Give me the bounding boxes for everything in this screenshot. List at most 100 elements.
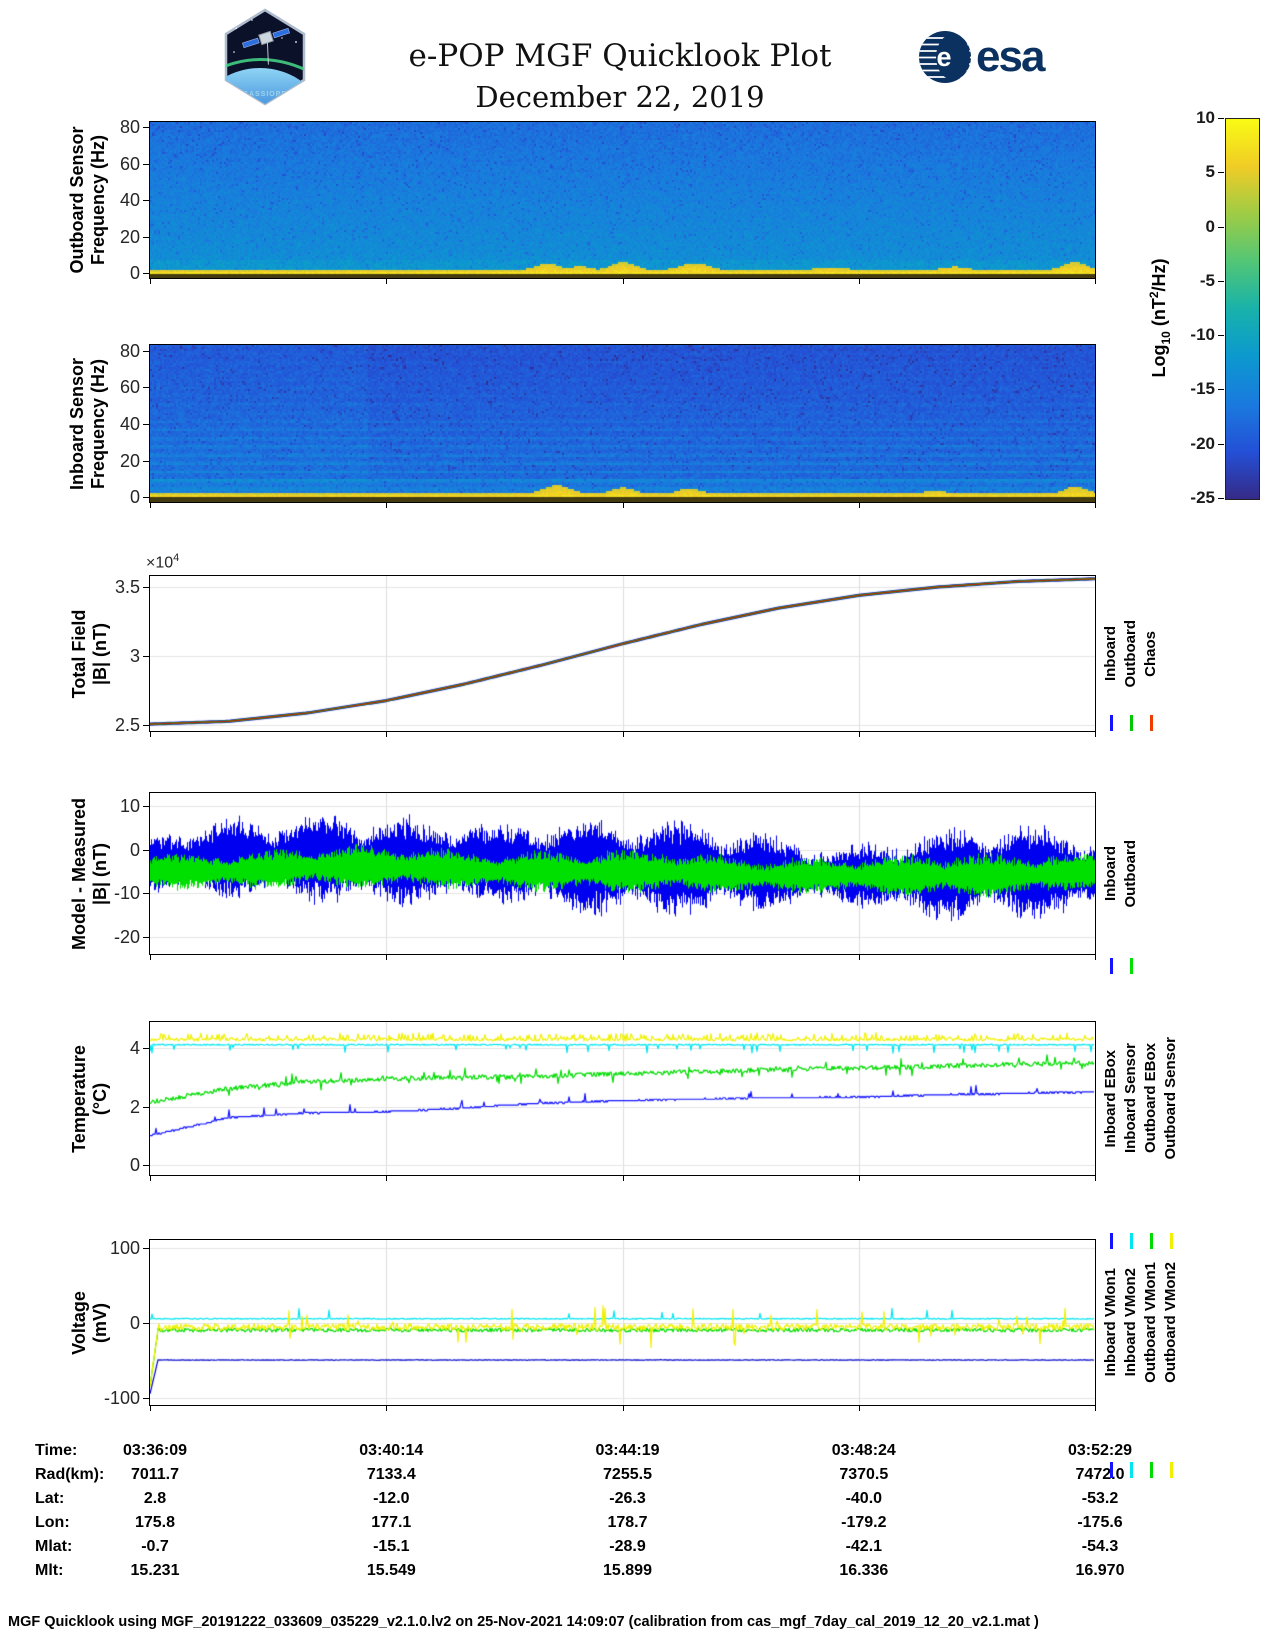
colorbar-tick-label: 0 (1205, 216, 1215, 236)
table-row-label: Mlt: (35, 1562, 64, 1579)
x-tick-mark (623, 502, 624, 508)
x-tick-mark (150, 954, 151, 960)
x-tick-mark (1095, 502, 1096, 508)
y-tick-mark (143, 424, 149, 425)
y-tick-label: 3.5 (114, 577, 140, 598)
chart-canvas-inboard_spectrogram (150, 345, 1095, 502)
plot-area-outboard_spectrogram (149, 121, 1096, 279)
table-cell: -15.1 (373, 1538, 410, 1555)
y-tick-label: 20 (119, 226, 140, 247)
table-cell: 177.1 (371, 1514, 412, 1531)
legend-label: Inboard EBox (1102, 1049, 1119, 1148)
y-tick-mark (143, 725, 149, 726)
plot-area-model_measured (149, 792, 1096, 955)
y-tick-mark (143, 1165, 149, 1166)
legend-label: Outboard (1122, 619, 1139, 688)
axis-scale-multiplier: ×104 (146, 552, 180, 572)
cassiope-patch-text: CASSIOPE (243, 91, 287, 98)
legend-voltage: Inboard VMon1 Inboard VMon2 Outboard VMon1… (1102, 1240, 1181, 1405)
y-tick-mark (143, 164, 149, 165)
y-tick-mark (143, 893, 149, 894)
colorbar-tick-mark (1218, 444, 1224, 445)
colorbar-tick-label: 10 (1196, 108, 1215, 127)
table-cell: 178.7 (607, 1514, 648, 1531)
y-tick-mark (143, 806, 149, 807)
legend-label: Outboard VMon1 (1142, 1262, 1159, 1383)
colorbar-tick-mark (1218, 281, 1224, 282)
y-tick-label: 100 (109, 1237, 140, 1258)
table-cell: -175.6 (1077, 1514, 1123, 1531)
y-tick-label: 60 (119, 377, 140, 398)
legend-color-sample (1130, 1233, 1133, 1249)
legend-color-sample (1130, 715, 1133, 731)
x-tick-mark (150, 1405, 151, 1411)
x-tick-mark (859, 278, 860, 284)
y-tick-mark (143, 461, 149, 462)
legend-label: Inboard VMon1 (1102, 1268, 1119, 1377)
x-tick-mark (623, 731, 624, 737)
chart-canvas-total_field (150, 576, 1095, 731)
plot-area-temperature (149, 1021, 1096, 1176)
y-tick-label: 0 (129, 487, 140, 508)
x-tick-mark (859, 1175, 860, 1181)
legend-label: Outboard VMon2 (1162, 1262, 1179, 1383)
x-tick-mark (623, 278, 624, 284)
table-cell: 03:40:14 (359, 1442, 424, 1459)
esa-emblem-icon: e (919, 31, 971, 83)
x-tick-mark (1095, 954, 1096, 960)
y-tick-label: 0 (129, 1154, 140, 1175)
colorbar-tick-mark (1218, 335, 1224, 336)
x-tick-mark (1095, 731, 1096, 737)
legend-color-sample (1130, 958, 1133, 974)
x-tick-mark (1095, 1405, 1096, 1411)
legend-line-samples (1102, 958, 1141, 974)
cassiope-mission-patch-logo: CASSIOPE (224, 8, 306, 106)
table-row-label: Lon: (35, 1514, 70, 1531)
table-cell: 15.549 (366, 1562, 416, 1579)
x-tick-mark (859, 731, 860, 737)
legend-line-samples (1102, 1462, 1181, 1478)
colorbar-tick-label: -20 (1190, 433, 1215, 453)
legend-color-sample (1170, 1462, 1173, 1478)
x-tick-mark (150, 502, 151, 508)
table-cell: 03:44:19 (595, 1442, 660, 1459)
table-cell: 15.899 (603, 1562, 652, 1579)
footer-provenance-text: MGF Quicklook using MGF_20191222_033609_… (8, 1614, 1039, 1630)
y-tick-mark (143, 850, 149, 851)
legend-total_field: Inboard Outboard Chaos (1102, 576, 1161, 731)
colorbar-tick-label: 5 (1205, 162, 1215, 182)
table-row-label: Mlat: (35, 1538, 73, 1555)
y-tick-label: 20 (119, 450, 140, 471)
y-tick-label: 10 (119, 796, 140, 817)
y-tick-mark (143, 1248, 149, 1249)
esa-logo-text: esa (976, 32, 1045, 81)
y-tick-label: 80 (119, 117, 140, 138)
y-tick-label: 40 (119, 190, 140, 211)
x-tick-mark (1095, 278, 1096, 284)
plot-area-inboard_spectrogram (149, 344, 1096, 503)
table-row-label: Rad(km): (35, 1466, 105, 1483)
legend-color-sample (1110, 1233, 1113, 1249)
table-cell: 175.8 (134, 1514, 176, 1531)
colorbar-tick-mark (1218, 389, 1224, 390)
y-tick-mark (143, 273, 149, 274)
legend-line-samples (1102, 1233, 1181, 1249)
legend-label: Inboard VMon2 (1122, 1268, 1139, 1377)
legend-color-sample (1110, 958, 1113, 974)
y-tick-mark (143, 1107, 149, 1108)
chart-canvas-model_measured (150, 793, 1095, 954)
table-cell: -42.1 (845, 1538, 883, 1555)
x-tick-mark (386, 954, 387, 960)
table-cell: -28.9 (609, 1538, 646, 1555)
legend-label: Outboard Sensor (1162, 1037, 1179, 1160)
legend-line-samples (1102, 715, 1161, 731)
table-cell: 2.8 (143, 1490, 167, 1507)
table-cell: 7370.5 (839, 1466, 889, 1483)
y-tick-mark (143, 237, 149, 238)
table-row-label: Lat: (35, 1490, 65, 1507)
y-tick-label: 0 (129, 263, 140, 284)
y-tick-label: 2.5 (114, 715, 140, 736)
legend-color-sample (1110, 715, 1113, 731)
table-cell: -12.0 (373, 1490, 410, 1507)
y-tick-mark (143, 937, 149, 938)
